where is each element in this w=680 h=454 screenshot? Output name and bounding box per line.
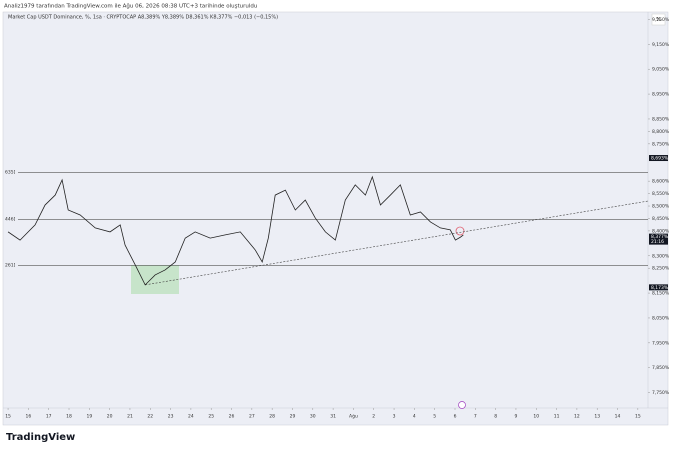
x-tick-label: 23 xyxy=(168,414,174,420)
y-tick-label: 7,750% xyxy=(652,390,670,396)
y-tick-label: 8,850% xyxy=(652,116,670,122)
x-tick-label: 21 xyxy=(127,414,133,420)
trend-line xyxy=(145,200,649,286)
x-tick-label: 15 xyxy=(635,414,641,420)
price-label-box xyxy=(649,233,668,245)
scale-button[interactable] xyxy=(651,13,666,26)
x-tick-label: 12 xyxy=(574,414,580,420)
x-tick-label: 9 xyxy=(515,414,518,420)
level-label: 261] xyxy=(5,262,16,268)
y-tick-label: 8,800% xyxy=(652,129,670,135)
legend: Market Cap USDT Dominance, %, 1sa · CRYP… xyxy=(8,15,278,21)
scale-button-label[interactable]: % xyxy=(656,17,661,23)
x-tick-label: 3 xyxy=(393,414,396,420)
y-tick-label: 8,300% xyxy=(652,253,670,259)
x-tick-label: 30 xyxy=(310,414,316,420)
x-tick-label: 11 xyxy=(554,414,560,420)
x-tick-label: 31 xyxy=(330,414,336,420)
y-tick-label: 8,550% xyxy=(652,191,670,197)
x-tick-label: 14 xyxy=(615,414,621,420)
y-tick-label: 9,250% xyxy=(652,17,670,23)
y-tick-label: 7,950% xyxy=(652,340,670,346)
price-label-box xyxy=(649,155,668,162)
header: Analiz1979 tarafından TradingView.com il… xyxy=(4,3,257,10)
y-tick-label: 8,050% xyxy=(652,315,670,321)
y-tick-label: 9,150% xyxy=(652,42,670,48)
countdown: 21:16 xyxy=(651,239,664,245)
x-tick-label: 7 xyxy=(474,414,477,420)
logo: TradingView xyxy=(6,432,75,443)
level-label: 635] xyxy=(5,169,16,175)
highlight-box xyxy=(131,265,179,294)
y-tick-label: 8,750% xyxy=(652,141,670,147)
plot: 9,250% 9,150% 9,050% 8,950% 8,850% 8,800% 8,75… xyxy=(5,17,670,420)
y-tick-label: 8,400% xyxy=(652,228,670,234)
x-tick-label: 25 xyxy=(208,414,214,420)
y-tick-label: 9,050% xyxy=(652,67,670,73)
level-label: 446] xyxy=(5,216,16,222)
x-tick-label: 18 xyxy=(66,414,72,420)
x-tick-label: 10 xyxy=(533,414,539,420)
x-tick-label: 29 xyxy=(290,414,296,420)
x-tick-label: 2 xyxy=(372,414,375,420)
x-tick-label: 4 xyxy=(413,414,416,420)
x-tick-label: 8 xyxy=(494,414,497,420)
x-tick-label: 19 xyxy=(86,414,92,420)
y-tick-label: 8,950% xyxy=(652,92,670,98)
y-tick-label: 8,150% xyxy=(652,291,670,297)
y-tick-label: 8,500% xyxy=(652,204,670,210)
x-tick-label: 24 xyxy=(188,414,194,420)
price-label-box xyxy=(649,284,668,291)
price-label: 8,693% xyxy=(651,156,669,162)
y-tick-label: 7,850% xyxy=(652,365,670,371)
marker-circle xyxy=(455,226,465,236)
x-tick-label: 27 xyxy=(249,414,255,420)
x-tick-label: 22 xyxy=(147,414,153,420)
x-tick-label: 15 xyxy=(5,414,11,420)
x-tick-label: 28 xyxy=(269,414,275,420)
x-tick-label: Ağu xyxy=(349,413,358,420)
x-tick-label: 17 xyxy=(46,414,52,420)
price-line xyxy=(7,175,464,286)
price-label: 8,173% xyxy=(651,285,669,291)
x-tick-label: 6 xyxy=(454,414,457,420)
y-tick-label: 8,250% xyxy=(652,266,670,272)
y-tick-label: 8,600% xyxy=(652,179,670,185)
x-tick-label: 20 xyxy=(107,414,113,420)
x-tick-label: 13 xyxy=(594,414,600,420)
x-tick-label: 16 xyxy=(26,414,32,420)
chart-frame xyxy=(2,11,669,426)
event-icon xyxy=(458,401,466,409)
x-tick-label: 26 xyxy=(229,414,235,420)
x-tick-label: 5 xyxy=(433,414,436,420)
price-label: 8,377% xyxy=(651,234,669,240)
y-tick-label: 8,450% xyxy=(652,216,670,222)
